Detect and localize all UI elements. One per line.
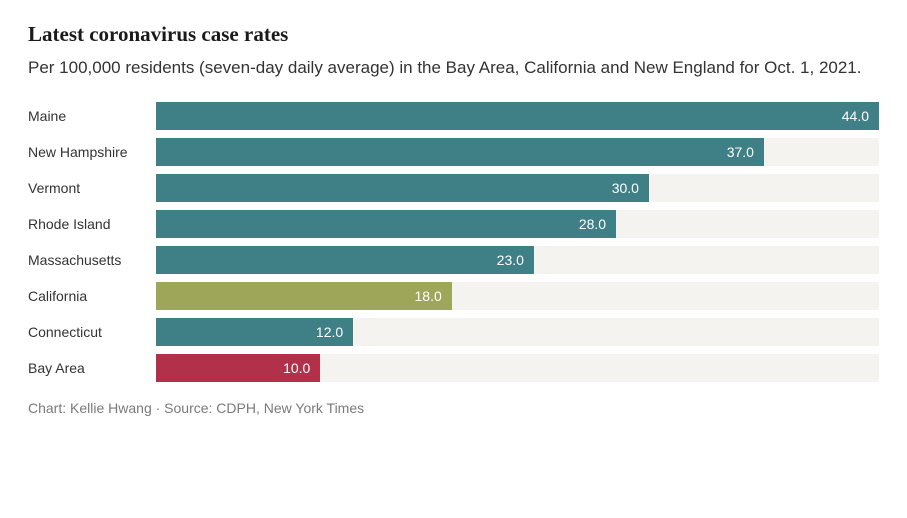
category-label: Bay Area (28, 360, 156, 376)
category-label: California (28, 288, 156, 304)
chart-row: Connecticut 12.0 (28, 318, 879, 346)
bar-value-label: 12.0 (316, 324, 343, 340)
category-label: New Hampshire (28, 144, 156, 160)
bar: 30.0 (156, 174, 649, 202)
category-label: Rhode Island (28, 216, 156, 232)
chart-container: Latest coronavirus case rates Per 100,00… (0, 0, 907, 434)
bar-track: 44.0 (156, 102, 879, 130)
bar-value-label: 10.0 (283, 360, 310, 376)
bar-track: 23.0 (156, 246, 879, 274)
chart-row: Massachusetts 23.0 (28, 246, 879, 274)
chart-row: Bay Area 10.0 (28, 354, 879, 382)
bar-track: 12.0 (156, 318, 879, 346)
chart-row: California 18.0 (28, 282, 879, 310)
chart-subtitle: Per 100,000 residents (seven-day daily a… (28, 57, 879, 80)
bar-track: 28.0 (156, 210, 879, 238)
bar: 37.0 (156, 138, 764, 166)
bar: 44.0 (156, 102, 879, 130)
chart-credit: Chart: Kellie Hwang · Source: CDPH, New … (28, 400, 879, 416)
bar-track: 37.0 (156, 138, 879, 166)
bar-chart: Maine 44.0 New Hampshire 37.0 Vermont 30.0 Rho… (28, 102, 879, 382)
bar-value-label: 18.0 (415, 288, 442, 304)
bar-value-label: 37.0 (727, 144, 754, 160)
category-label: Massachusetts (28, 252, 156, 268)
bar-track: 10.0 (156, 354, 879, 382)
bar-value-label: 44.0 (842, 108, 869, 124)
chart-row: Maine 44.0 (28, 102, 879, 130)
bar-value-label: 28.0 (579, 216, 606, 232)
category-label: Connecticut (28, 324, 156, 340)
chart-title: Latest coronavirus case rates (28, 22, 879, 47)
bar: 12.0 (156, 318, 353, 346)
bar: 23.0 (156, 246, 534, 274)
bar-track: 18.0 (156, 282, 879, 310)
bar: 18.0 (156, 282, 452, 310)
bar-track: 30.0 (156, 174, 879, 202)
category-label: Vermont (28, 180, 156, 196)
chart-row: New Hampshire 37.0 (28, 138, 879, 166)
bar-value-label: 23.0 (497, 252, 524, 268)
bar: 10.0 (156, 354, 320, 382)
chart-row: Rhode Island 28.0 (28, 210, 879, 238)
category-label: Maine (28, 108, 156, 124)
bar: 28.0 (156, 210, 616, 238)
bar-value-label: 30.0 (612, 180, 639, 196)
chart-row: Vermont 30.0 (28, 174, 879, 202)
